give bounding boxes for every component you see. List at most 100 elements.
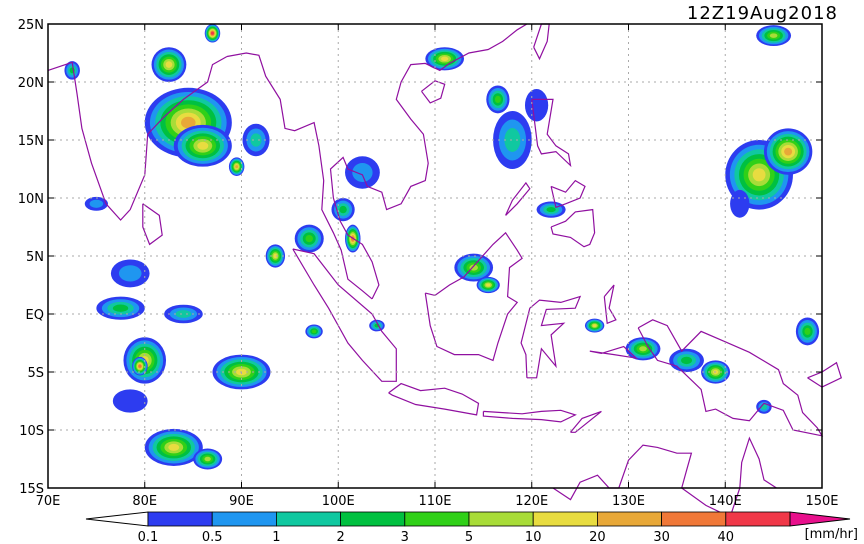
colorbar-tick-label: 2	[336, 530, 344, 544]
rain-cell	[584, 318, 605, 333]
coastline	[388, 382, 480, 416]
rain-cell	[144, 428, 203, 466]
rain-cell	[173, 124, 232, 167]
coastline	[47, 55, 228, 221]
coastline	[505, 181, 531, 216]
graticule	[48, 24, 822, 488]
colorbar-segment	[340, 511, 406, 527]
map-title: 12Z19Aug2018	[687, 3, 838, 24]
lon-label: 70E	[36, 494, 61, 509]
rain-contour	[181, 116, 196, 129]
rain-cell	[96, 296, 145, 320]
rain-cell	[476, 276, 500, 294]
rain-contour	[311, 329, 317, 334]
lat-label: EQ	[26, 308, 44, 323]
rain-contour	[681, 356, 693, 365]
lon-label: 110E	[418, 494, 451, 509]
rain-cell	[756, 25, 792, 47]
coastline	[618, 436, 777, 518]
coastline	[603, 284, 617, 325]
rain-contour	[339, 205, 347, 214]
coastline	[589, 345, 639, 359]
colorbar-tick-label: 40	[718, 530, 735, 544]
rain-contour	[168, 443, 180, 451]
rain-cell	[454, 253, 494, 282]
rain-cell	[265, 244, 286, 268]
coastline	[424, 231, 523, 362]
rain-cell	[242, 123, 270, 157]
rain-contour	[804, 327, 811, 336]
colorbar-tick-label: 30	[653, 530, 670, 544]
rain-contour	[305, 234, 313, 243]
rain-cell	[493, 111, 532, 169]
lat-label: 10N	[18, 192, 44, 207]
lat-label: 5N	[26, 250, 44, 265]
rain-cell	[84, 196, 108, 211]
rain-cell	[425, 47, 465, 71]
rain-cell	[536, 201, 566, 218]
rain-contour	[494, 95, 501, 104]
coastline	[533, 23, 550, 61]
rain-contour	[250, 133, 262, 147]
rain-contour	[273, 253, 278, 259]
rain-contour	[204, 456, 211, 462]
coastline	[329, 23, 528, 300]
lat-label: 5S	[27, 366, 44, 381]
rain-contour	[165, 61, 173, 68]
rain-contour	[352, 163, 373, 182]
rain-cell	[345, 156, 380, 189]
rain-cell	[524, 88, 549, 122]
coastline	[550, 208, 596, 248]
rain-contour	[441, 56, 449, 61]
latitude-labels: 25N 20N 15N 10N 5N EQ 5S 10S 15S	[18, 18, 822, 497]
lat-label: 15N	[18, 134, 44, 149]
lat-label: 20N	[18, 76, 44, 91]
rain-cell	[756, 399, 772, 414]
rain-contour	[730, 189, 750, 218]
colorbar-unit: [mm/hr]	[805, 527, 858, 542]
lat-label: 10S	[19, 424, 44, 439]
colorbar-segment	[404, 511, 470, 527]
rain-contour	[784, 147, 793, 156]
rain-contour	[524, 88, 549, 122]
colorbar-segment	[725, 511, 791, 527]
coastline	[226, 52, 373, 300]
map-frame	[47, 23, 823, 489]
colorbar-tick-label: 0.1	[138, 530, 159, 544]
rain-contour	[546, 207, 556, 213]
rain-contour	[639, 346, 647, 352]
lon-label: 90E	[229, 494, 254, 509]
rain-cell	[193, 448, 223, 470]
colorbar-tick-label: 10	[525, 530, 542, 544]
colorbar-segment	[532, 511, 598, 527]
rain-contour	[175, 310, 192, 318]
lon-label: 120E	[515, 494, 548, 509]
coastline	[807, 361, 843, 388]
rain-cell	[305, 324, 323, 339]
coastline	[520, 295, 582, 379]
rain-cell	[669, 348, 704, 372]
coastline	[421, 80, 446, 104]
rain-contour	[197, 141, 209, 150]
colorbar-segment	[661, 511, 727, 527]
coastline	[142, 203, 163, 246]
rain-cell	[164, 304, 203, 324]
colorbar-segment	[211, 511, 277, 527]
rain-cell	[763, 128, 813, 175]
rain-contour	[486, 283, 491, 287]
coastline	[531, 98, 572, 168]
rain-cell	[132, 356, 148, 376]
rain-cell	[110, 259, 150, 288]
rain-cell	[486, 85, 510, 114]
rain-contour	[112, 389, 148, 413]
rain-contour	[235, 165, 239, 169]
rain-contour	[118, 265, 142, 282]
colorbar-tick-label: 5	[465, 530, 473, 544]
rain-cell	[151, 47, 187, 82]
coastline	[570, 410, 602, 433]
colorbar-low-arrow	[85, 511, 149, 527]
rain-cell	[795, 317, 820, 346]
colorbar-tick-label: 3	[401, 530, 409, 544]
rain-contour	[210, 31, 214, 35]
